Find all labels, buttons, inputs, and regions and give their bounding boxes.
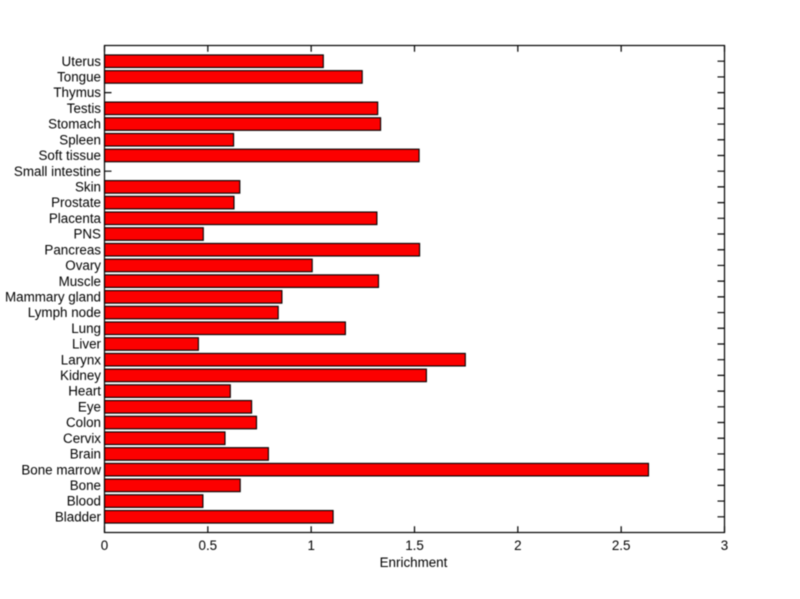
svg-text:Uterus: Uterus [62,54,102,69]
svg-text:Enrichment: Enrichment [380,555,448,570]
svg-text:Heart: Heart [68,384,101,399]
svg-text:Skin: Skin [75,179,101,194]
svg-text:Bone marrow: Bone marrow [21,462,101,477]
svg-text:Lymph node: Lymph node [28,305,101,320]
svg-text:Eye: Eye [78,399,101,414]
svg-text:Stomach: Stomach [48,117,101,132]
svg-text:Blood: Blood [67,494,101,509]
svg-text:Bladder: Bladder [55,509,102,524]
svg-text:Thymus: Thymus [53,85,101,100]
svg-text:Placenta: Placenta [49,211,102,226]
svg-text:Small intestine: Small intestine [14,164,101,179]
svg-text:Colon: Colon [66,415,101,430]
svg-text:Prostate: Prostate [51,195,101,210]
svg-text:Brain: Brain [70,447,101,462]
svg-text:1.5: 1.5 [405,538,424,553]
svg-text:Muscle: Muscle [59,274,101,289]
svg-text:2: 2 [514,538,521,553]
svg-text:Pancreas: Pancreas [44,242,101,257]
svg-text:3: 3 [721,538,728,553]
svg-text:Bone: Bone [70,478,101,493]
svg-text:2.5: 2.5 [612,538,631,553]
svg-text:0.5: 0.5 [199,538,218,553]
svg-text:Mammary gland: Mammary gland [5,289,101,304]
svg-text:Liver: Liver [72,337,102,352]
svg-text:Testis: Testis [67,101,102,116]
svg-text:Spleen: Spleen [59,132,101,147]
svg-text:PNS: PNS [73,227,101,242]
svg-text:Soft tissue: Soft tissue [38,148,101,163]
svg-text:Kidney: Kidney [60,368,101,383]
svg-text:Larynx: Larynx [61,352,101,367]
svg-text:0: 0 [101,538,108,553]
svg-text:Cervix: Cervix [63,431,101,446]
svg-text:1: 1 [307,538,314,553]
svg-text:Tongue: Tongue [57,70,101,85]
svg-text:Lung: Lung [71,321,101,336]
svg-text:Ovary: Ovary [65,258,101,273]
